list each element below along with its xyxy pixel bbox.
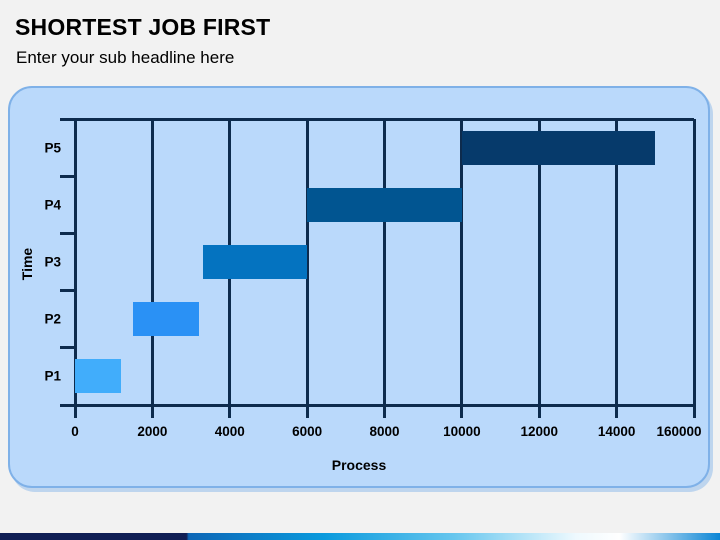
x-tick-label-10000: 10000	[443, 424, 481, 439]
y-axis-tick-2	[60, 231, 75, 235]
gantt-bar-P4	[307, 187, 462, 222]
x-axis-tick-0	[73, 405, 77, 418]
x-tick-label-16000: 160000	[656, 424, 702, 439]
y-axis-tick-4	[60, 346, 75, 350]
y-category-label-P1: P1	[44, 368, 61, 384]
x-tick-label-4000: 4000	[214, 424, 245, 439]
x-tick-label-2000: 2000	[137, 424, 168, 439]
gridline-x-14000	[615, 119, 619, 405]
x-tick-label-12000: 12000	[520, 424, 559, 439]
y-category-label-P2: P2	[44, 311, 61, 327]
x-axis-tick-6000	[305, 405, 309, 418]
plot-top-border	[60, 117, 694, 121]
x-axis-tick-12000	[537, 405, 541, 418]
x-axis-tick-10000	[460, 405, 464, 418]
gridline-x-6000	[305, 119, 309, 405]
slide-title: SHORTEST JOB FIRST	[15, 14, 271, 40]
footer-accent-bar	[0, 533, 720, 540]
y-category-label-P5: P5	[44, 140, 61, 156]
gantt-chart-plot: 0 2000 4000 6000 8000 10000 12000 14000 160000 P5…	[44, 117, 702, 439]
gridline-x-12000	[537, 119, 541, 405]
y-category-label-P3: P3	[44, 254, 61, 270]
gridline-x-16000	[692, 119, 696, 405]
gridline-x-10000	[460, 119, 464, 405]
x-axis-title: Process	[331, 457, 387, 473]
gridline-x-0	[73, 119, 77, 405]
gantt-bar-P5	[461, 130, 656, 165]
x-tick-label-14000: 14000	[597, 424, 636, 439]
gridline-x-2000	[150, 119, 154, 405]
gridline-x-8000	[383, 119, 386, 405]
y-axis-tick-1	[60, 174, 75, 178]
x-tick-label-6000: 6000	[292, 424, 323, 439]
x-axis-tick-14000	[615, 405, 619, 418]
x-axis-line	[60, 403, 694, 407]
gantt-bar-P2	[133, 302, 199, 337]
x-tick-label-8000: 8000	[369, 424, 400, 439]
x-axis-tick-16000	[692, 405, 696, 418]
x-tick-label-0: 0	[71, 424, 79, 439]
x-axis-tick-8000	[383, 405, 386, 418]
x-axis-tick-2000	[150, 405, 154, 418]
gantt-bar-P1	[75, 359, 122, 394]
gantt-bar-P3	[202, 245, 308, 279]
x-axis-tick-4000	[228, 405, 232, 418]
y-category-label-P4: P4	[44, 197, 61, 213]
chart-panel: Time 0 2000 4000 6000 8000 10000 12000 14000 160…	[8, 86, 710, 488]
slide-subtitle: Enter your sub headline here	[16, 48, 235, 67]
y-axis-tick-3	[60, 289, 75, 293]
